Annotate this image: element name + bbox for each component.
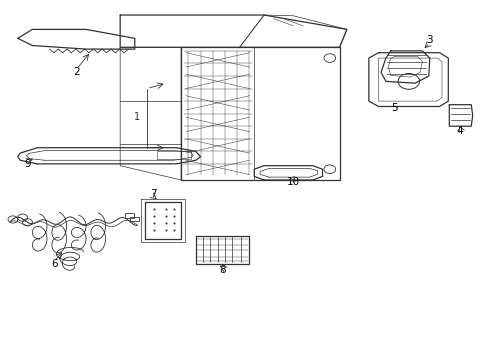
Text: 6: 6 — [51, 259, 58, 269]
Text: 4: 4 — [456, 126, 463, 135]
Bar — [130, 217, 139, 221]
Text: 8: 8 — [219, 265, 225, 275]
Text: 1: 1 — [134, 112, 140, 122]
Text: 10: 10 — [286, 177, 299, 187]
Bar — [125, 213, 134, 218]
Text: 3: 3 — [426, 35, 432, 45]
Text: 2: 2 — [73, 67, 80, 77]
Text: 9: 9 — [24, 159, 31, 169]
Text: 5: 5 — [390, 103, 397, 113]
Text: 7: 7 — [150, 189, 156, 199]
